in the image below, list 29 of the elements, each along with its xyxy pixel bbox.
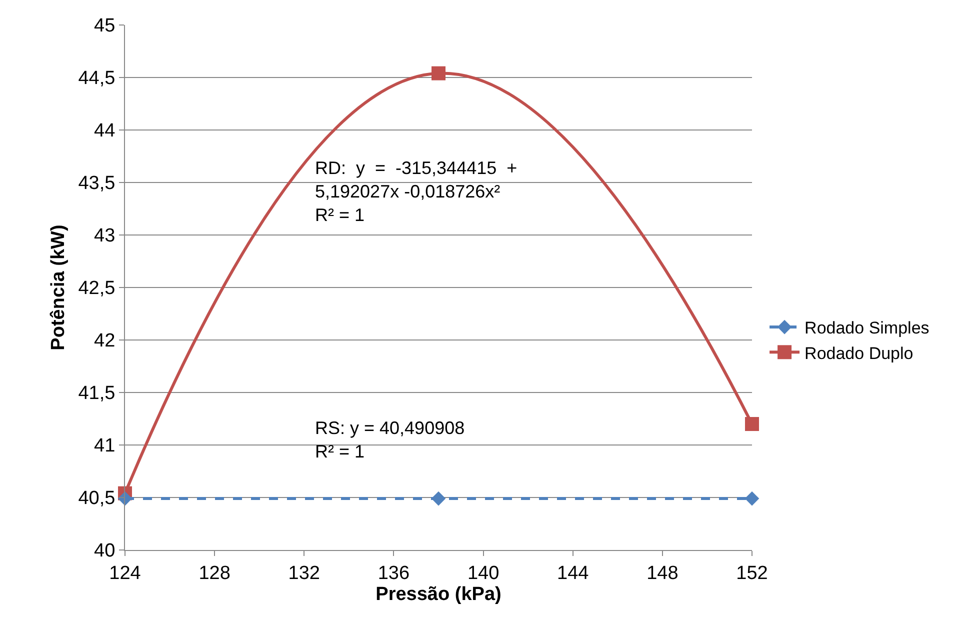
y-tick-label: 41,5	[78, 383, 116, 404]
y-tick-label: 40	[94, 540, 116, 562]
legend-label: Rodado Simples	[804, 318, 930, 338]
annotation: RS: y = 40,490908 R² = 1	[315, 418, 465, 462]
y-tick-label: 40,5	[78, 488, 116, 510]
y-tick-label: 43	[94, 226, 116, 247]
point	[744, 491, 760, 506]
y-tick-label: 42,5	[78, 278, 116, 300]
point	[431, 491, 446, 506]
x-tick-label: 128	[198, 562, 230, 584]
y-tick-label: 44,5	[78, 68, 116, 90]
x-tick-label: 124	[109, 562, 142, 584]
x-tick-label: 132	[288, 562, 320, 584]
y-tick-label: 41	[94, 436, 116, 457]
point	[745, 417, 759, 431]
legend-label: Rodado Duplo	[804, 344, 914, 363]
y-tick-label: 43,5	[78, 173, 116, 194]
x-tick-label: 152	[736, 562, 768, 584]
x-tick-label: 148	[646, 562, 678, 584]
annotation: RD: y = -315,344415 + 5,192027x -0,018726x² R² = 1	[315, 158, 518, 225]
x-tick-label: 140	[467, 562, 500, 584]
x-tick-label: 136	[378, 562, 410, 584]
y-tick-label: 44	[94, 120, 116, 142]
point	[432, 66, 446, 80]
x-tick-label: 144	[557, 562, 590, 584]
y-tick-label: 45	[94, 16, 116, 37]
y-tick-label: 42	[94, 330, 116, 352]
y-axis-title: Potência (kW)	[48, 224, 70, 350]
x-axis-title: Pressão (kPa)	[376, 584, 502, 605]
